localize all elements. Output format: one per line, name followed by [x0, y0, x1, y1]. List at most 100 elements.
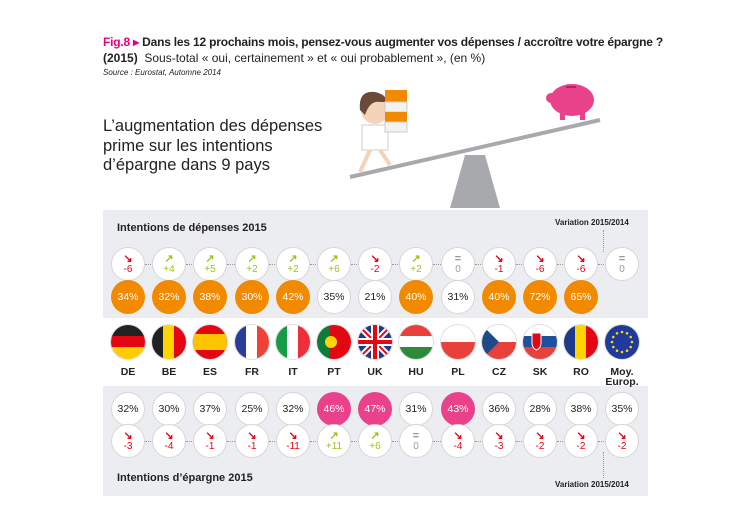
variation-value: -11 [286, 440, 300, 452]
spending-value-circle: 35% [317, 280, 351, 314]
spending-value-circle: 72% [523, 280, 557, 314]
connector [433, 264, 441, 265]
spending-variation-circle: = 0 [605, 247, 639, 281]
arrow-down-icon: ↘ [576, 429, 586, 442]
savings-variation-circle: ↗ +6 [358, 424, 392, 458]
variation-value: -3 [494, 440, 504, 452]
arrow-down-icon: ↘ [164, 429, 174, 442]
seesaw-plank [349, 118, 601, 179]
arrow-down-icon: ↘ [494, 429, 504, 442]
arrow-down-icon: ↘ [453, 429, 463, 442]
flag-moyeurop [605, 325, 639, 359]
equal-icon: = [618, 252, 626, 265]
savings-value-circle: 31% [399, 392, 433, 426]
piggy-bank-icon [546, 84, 594, 120]
arrow-down-icon: ↘ [247, 429, 257, 442]
savings-value-circle: 25% [235, 392, 269, 426]
spending-variation-circle: ↘ -6 [564, 247, 598, 281]
arrow-down-icon: ↘ [617, 429, 627, 442]
variation-value: 0 [413, 440, 419, 452]
country-label: PL [451, 366, 465, 378]
country-label: PT [327, 366, 341, 378]
spending-value-circle: 30% [235, 280, 269, 314]
arrow-up-icon: ↗ [205, 252, 215, 265]
spending-value-circle: 34% [111, 280, 145, 314]
savings-variation-circle: ↘ -11 [276, 424, 310, 458]
variation-value: +2 [410, 263, 422, 275]
savings-variation-circle: ↘ -1 [235, 424, 269, 458]
variation-value: 0 [455, 263, 461, 275]
arrow-icon: ▸ [133, 35, 139, 49]
savings-value-circle: 43% [441, 392, 475, 426]
country-label: CZ [492, 366, 506, 378]
connector [351, 441, 359, 442]
connector [145, 441, 153, 442]
savings-variation-circle: ↘ -4 [441, 424, 475, 458]
flag-pl [441, 325, 475, 359]
arrow-down-icon: ↘ [535, 429, 545, 442]
connector [186, 441, 194, 442]
savings-value-circle: 32% [276, 392, 310, 426]
variation-value: -6 [535, 263, 545, 275]
connector [269, 441, 277, 442]
spending-title: Intentions de dépenses 2015 [117, 222, 267, 234]
variation-value: -6 [123, 263, 133, 275]
spending-value-circle: 65% [564, 280, 598, 314]
spending-variation-circle: ↗ +2 [276, 247, 310, 281]
variation-value: +6 [369, 440, 381, 452]
flag-be [152, 325, 186, 359]
seesaw-illustration [349, 84, 601, 208]
flag-cz [482, 325, 516, 359]
arrow-up-icon: ↗ [329, 252, 339, 265]
spending-variation-circle: ↘ -2 [358, 247, 392, 281]
spending-value-circle: 42% [276, 280, 310, 314]
variation-value: +2 [246, 263, 258, 275]
savings-value-circle: 32% [111, 392, 145, 426]
variation-value: +2 [287, 263, 299, 275]
connector [392, 441, 400, 442]
connector [516, 441, 524, 442]
savings-value-circle: 46% [317, 392, 351, 426]
variation-value: +4 [163, 263, 175, 275]
variation-value: -2 [370, 263, 380, 275]
savings-value-circle: 30% [152, 392, 186, 426]
arrow-down-icon: ↘ [576, 252, 586, 265]
savings-variation-circle: ↘ -4 [152, 424, 186, 458]
connector [598, 264, 606, 265]
savings-value-circle: 38% [564, 392, 598, 426]
savings-variation-circle: ↘ -3 [482, 424, 516, 458]
arrow-up-icon: ↗ [411, 252, 421, 265]
connector [310, 264, 318, 265]
arrow-down-icon: ↘ [123, 429, 133, 442]
variation-value: -4 [453, 440, 463, 452]
arrow-down-icon: ↘ [288, 429, 298, 442]
savings-value-circle: 28% [523, 392, 557, 426]
figure-number: Fig.8 [103, 35, 131, 49]
spending-value-circle: 40% [482, 280, 516, 314]
connector [557, 441, 565, 442]
spending-variation-circle: = 0 [441, 247, 475, 281]
flag-hu [399, 325, 433, 359]
country-label: RO [573, 366, 589, 378]
country-label: FR [245, 366, 259, 378]
variation-value: -2 [617, 440, 627, 452]
variation-value: -2 [576, 440, 586, 452]
country-label: DE [120, 366, 136, 378]
variation-value: +6 [328, 263, 340, 275]
arrow-down-icon: ↘ [205, 429, 215, 442]
savings-title: Intentions d’épargne 2015 [117, 472, 253, 484]
flag-uk [358, 325, 392, 359]
savings-variation-circle: ↘ -2 [605, 424, 639, 458]
variation-value: 0 [619, 263, 625, 275]
country-label: HU [408, 366, 424, 378]
connector [310, 441, 318, 442]
arrow-down-icon: ↘ [535, 252, 545, 265]
source: Source : Eurostat, Automne 2014 [103, 68, 221, 77]
connector [269, 264, 277, 265]
headline: L’augmentation des dépenses prime sur le… [103, 117, 323, 174]
year: (2015) [103, 51, 138, 65]
arrow-up-icon: ↗ [288, 252, 298, 265]
savings-value-circle: 35% [605, 392, 639, 426]
flag-es [193, 325, 227, 359]
equal-icon: = [412, 429, 420, 442]
